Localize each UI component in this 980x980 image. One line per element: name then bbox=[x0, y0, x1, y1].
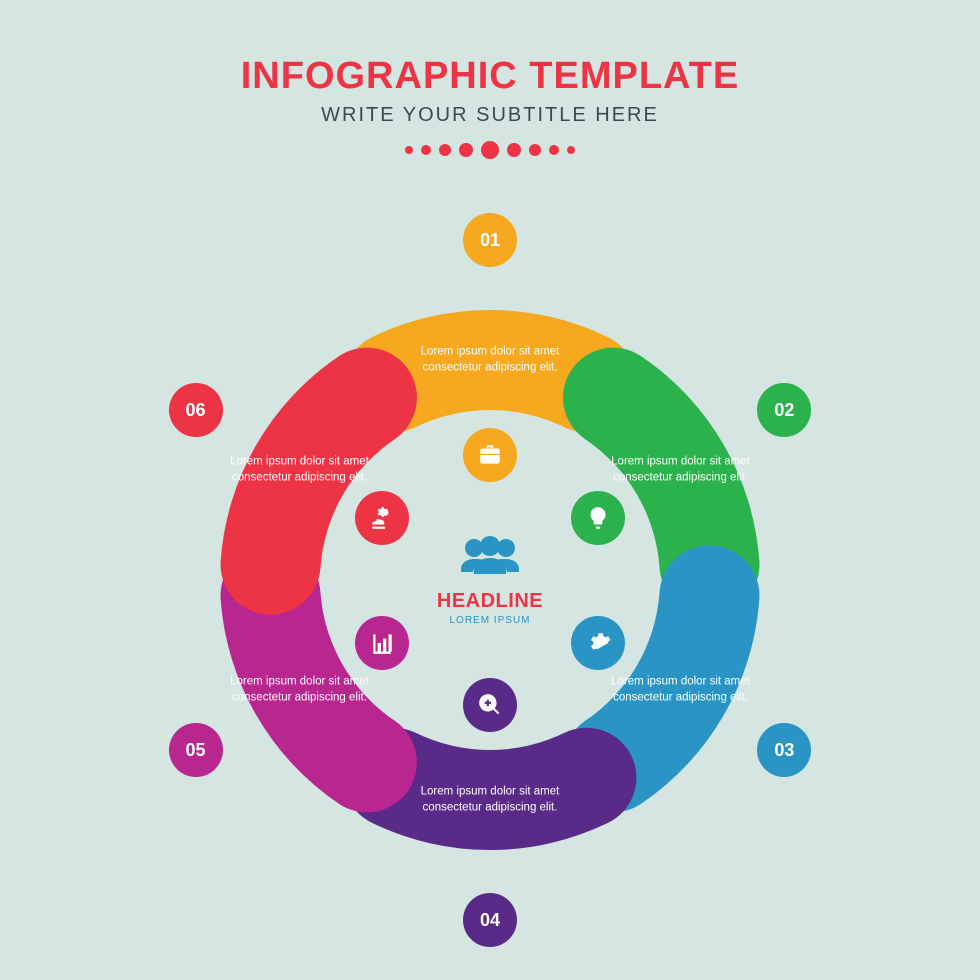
zoom-icon bbox=[463, 678, 517, 732]
number-badge-05: 05 bbox=[169, 723, 223, 777]
number-badge-04: 04 bbox=[463, 893, 517, 947]
briefcase-icon bbox=[463, 428, 517, 482]
segment-text-06: Lorem ipsum dolor sit amet consectetur a… bbox=[224, 454, 374, 485]
users-icon bbox=[400, 534, 580, 584]
number-badge-02: 02 bbox=[757, 383, 811, 437]
center-headline: HEADLINE bbox=[400, 590, 580, 613]
circular-diagram: HEADLINE LOREM IPSUM Lorem ipsum dolor s… bbox=[110, 200, 870, 960]
center-sub: LOREM IPSUM bbox=[400, 615, 580, 626]
center-block: HEADLINE LOREM IPSUM bbox=[400, 534, 580, 626]
segment-text-05: Lorem ipsum dolor sit amet consectetur a… bbox=[224, 674, 374, 705]
segment-text-01: Lorem ipsum dolor sit amet consectetur a… bbox=[415, 344, 565, 375]
segment-text-03: Lorem ipsum dolor sit amet consectetur a… bbox=[606, 674, 756, 705]
number-badge-03: 03 bbox=[757, 723, 811, 777]
decorative-dots bbox=[0, 141, 980, 159]
chart-icon bbox=[355, 616, 409, 670]
page-title: INFOGRAPHIC TEMPLATE bbox=[0, 55, 980, 98]
segment-text-04: Lorem ipsum dolor sit amet consectetur a… bbox=[415, 784, 565, 815]
segment-text-02: Lorem ipsum dolor sit amet consectetur a… bbox=[606, 454, 756, 485]
gear-icon bbox=[571, 616, 625, 670]
number-badge-01: 01 bbox=[463, 213, 517, 267]
header: INFOGRAPHIC TEMPLATE WRITE YOUR SUBTITLE… bbox=[0, 0, 980, 159]
page-subtitle: WRITE YOUR SUBTITLE HERE bbox=[0, 104, 980, 127]
number-badge-06: 06 bbox=[169, 383, 223, 437]
bulb-icon bbox=[571, 491, 625, 545]
handgear-icon bbox=[355, 491, 409, 545]
